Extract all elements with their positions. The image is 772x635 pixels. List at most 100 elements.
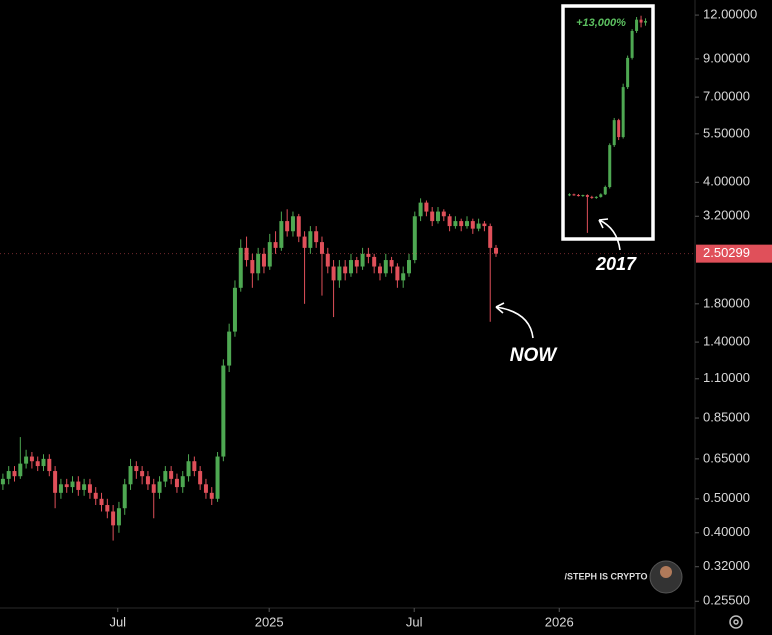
y-tick-label: 0.50000 (703, 490, 750, 505)
candle-body (24, 456, 29, 464)
candle-body (64, 484, 69, 488)
candle-body (82, 484, 87, 490)
candle-body (256, 253, 261, 274)
candle-body (482, 223, 487, 227)
candle-body (215, 456, 220, 499)
candle-body (603, 187, 607, 195)
candle-body (279, 221, 284, 248)
y-tick-label: 1.80000 (703, 295, 750, 310)
candle-body (285, 221, 290, 232)
candle-body (302, 236, 307, 248)
candle-body (389, 260, 394, 267)
arrow (598, 218, 621, 251)
y-tick-label: 0.65000 (703, 450, 750, 465)
candle-body (58, 484, 63, 493)
y-tick-label: 5.50000 (703, 125, 750, 140)
candle-body (366, 253, 371, 257)
candle-body (383, 260, 388, 274)
candle-body (377, 266, 382, 274)
candle-body (186, 461, 191, 477)
now-annotation: NOW (510, 345, 559, 366)
candle-body (585, 195, 589, 197)
candle-body (621, 87, 625, 138)
inset-frame (561, 4, 655, 241)
candle-body (140, 471, 145, 477)
candle-body (93, 492, 98, 499)
candle-body (273, 242, 278, 248)
candle-body (53, 471, 58, 493)
candle-body (128, 466, 133, 485)
candle-body (70, 481, 75, 488)
candle-body (576, 195, 580, 197)
candle-body (314, 231, 319, 243)
candle-body (459, 221, 464, 227)
gear-center[interactable] (733, 619, 739, 625)
candle-body (325, 253, 330, 267)
inset-label: 2017 (595, 254, 637, 274)
candle-body (41, 458, 46, 467)
y-tick-label: 1.40000 (703, 334, 750, 349)
candle-body (319, 242, 324, 254)
current-price-box (696, 244, 772, 263)
y-tick-label: 9.00000 (703, 50, 750, 65)
candle-body (163, 471, 168, 482)
candle-body (18, 463, 23, 477)
y-tick-label: 0.32000 (703, 558, 750, 573)
candle-body (47, 458, 52, 472)
y-tick-label: 12.00000 (703, 7, 757, 22)
candle-body (401, 273, 406, 281)
x-tick-label: 2026 (545, 614, 574, 629)
candle-body (105, 505, 110, 512)
candle-body (494, 247, 499, 254)
candle-body (116, 508, 121, 526)
candle-body (406, 260, 411, 274)
candle-body (639, 19, 643, 23)
x-tick-label: Jul (406, 614, 423, 629)
x-tick-label: Jul (109, 614, 126, 629)
candle-body (87, 484, 92, 493)
candle-body (581, 195, 585, 197)
y-tick-label: 0.85000 (703, 409, 750, 424)
candle-body (360, 253, 365, 267)
candle-body (29, 456, 34, 462)
candle-body (441, 211, 446, 217)
current-price-label: 2.50299 (703, 245, 750, 260)
candle-body (221, 365, 226, 457)
candle-body (372, 256, 377, 267)
candle-body (198, 471, 203, 485)
candle-body (180, 476, 185, 488)
candle-body (343, 266, 348, 274)
candle-body (145, 476, 150, 485)
gear[interactable] (729, 615, 743, 629)
x-tick-label: 2025 (255, 614, 284, 629)
candle-body (290, 216, 295, 232)
candle-body (599, 194, 603, 197)
candle-body (227, 331, 232, 366)
candle-body (430, 211, 435, 222)
y-tick-label: 1.10000 (703, 370, 750, 385)
candle-body (267, 242, 272, 267)
candle-body (424, 202, 429, 212)
candle-body (209, 492, 214, 499)
candle-body (99, 498, 104, 506)
candle-body (630, 30, 634, 58)
candle-body (157, 481, 162, 493)
settings-icon[interactable] (729, 615, 743, 629)
candle-body (0, 478, 5, 485)
candle-body (453, 221, 458, 227)
y-tick-label: 3.20000 (703, 208, 750, 223)
candle-body (567, 194, 571, 196)
arrow (495, 302, 534, 339)
candle-body (244, 247, 249, 261)
candle-body (626, 57, 630, 88)
candle-body (470, 221, 475, 229)
candle-body (261, 253, 266, 267)
candle-body (203, 484, 208, 493)
candle-body (169, 471, 174, 479)
candle-body (232, 287, 237, 332)
candle-body (488, 226, 493, 248)
watermark: /STEPH IS CRYPTO (564, 571, 647, 581)
